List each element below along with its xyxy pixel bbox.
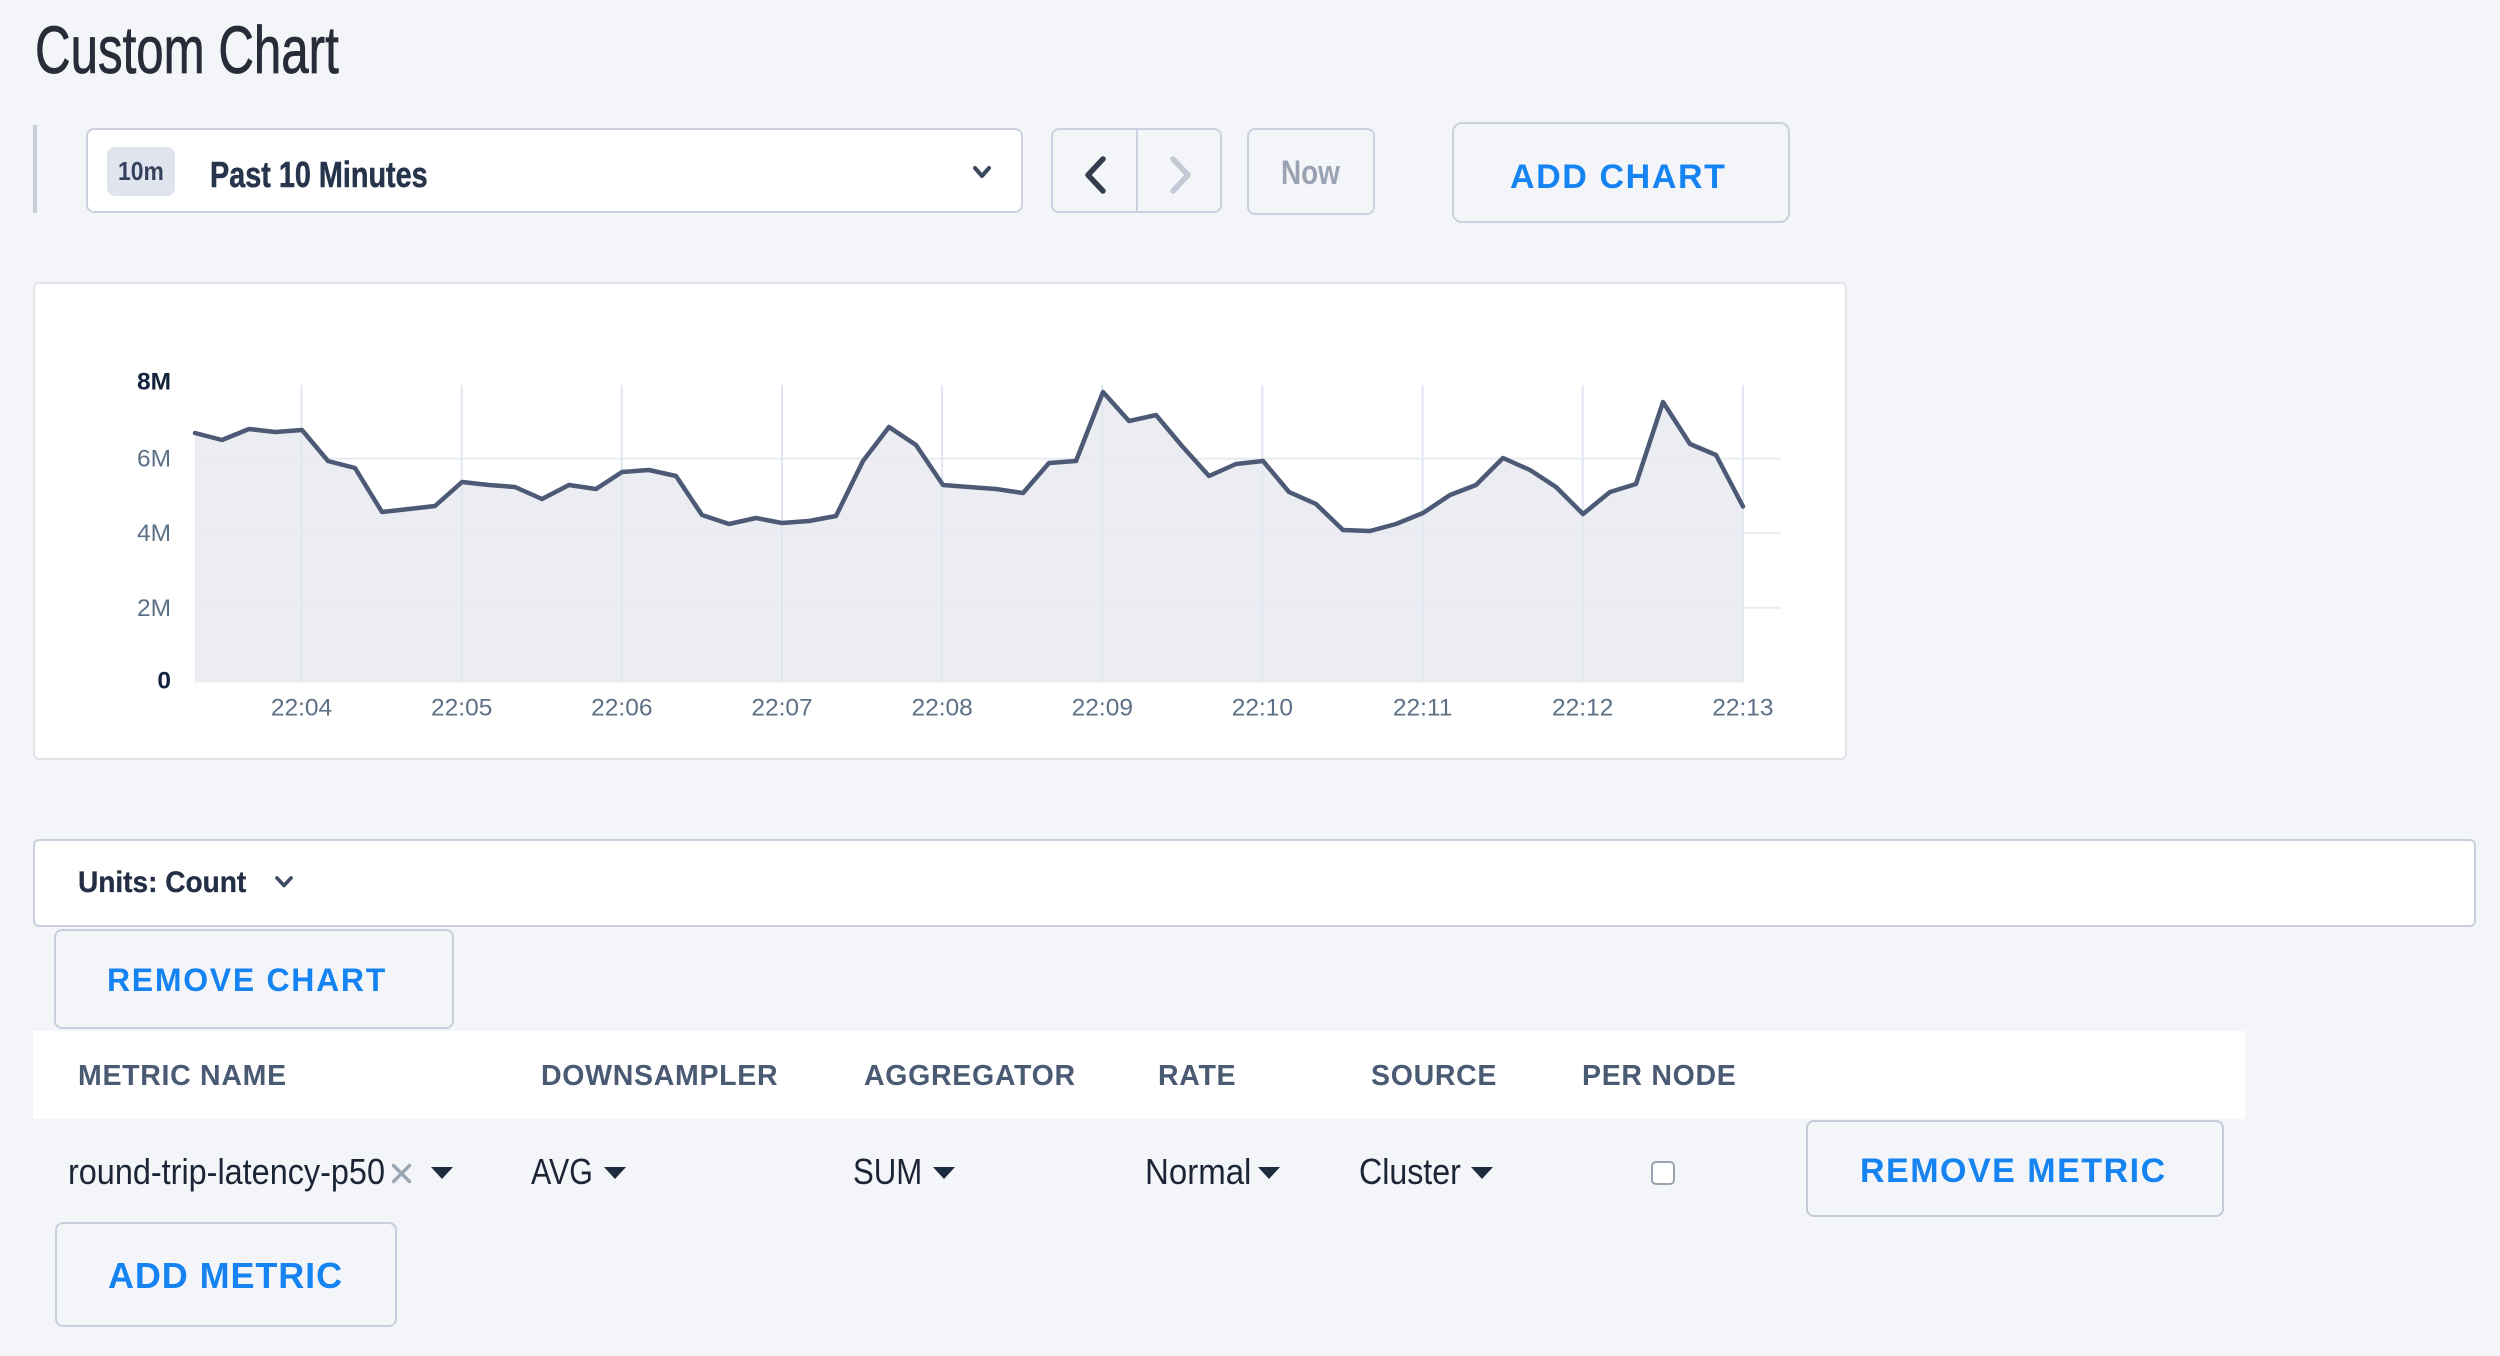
svg-text:22:12: 22:12 [1552, 695, 1613, 722]
svg-text:2M: 2M [137, 595, 171, 622]
svg-text:0: 0 [157, 668, 171, 695]
svg-text:22:09: 22:09 [1072, 695, 1133, 722]
svg-text:22:11: 22:11 [1393, 695, 1453, 722]
svg-text:4M: 4M [137, 520, 171, 547]
svg-text:8M: 8M [137, 369, 171, 396]
svg-text:6M: 6M [137, 446, 171, 473]
svg-text:22:05: 22:05 [431, 695, 492, 722]
svg-text:22:10: 22:10 [1232, 695, 1293, 722]
svg-text:22:13: 22:13 [1712, 695, 1773, 722]
svg-text:22:04: 22:04 [271, 695, 332, 722]
svg-text:22:08: 22:08 [911, 695, 972, 722]
svg-text:22:07: 22:07 [751, 695, 812, 722]
svg-text:22:06: 22:06 [591, 695, 652, 722]
